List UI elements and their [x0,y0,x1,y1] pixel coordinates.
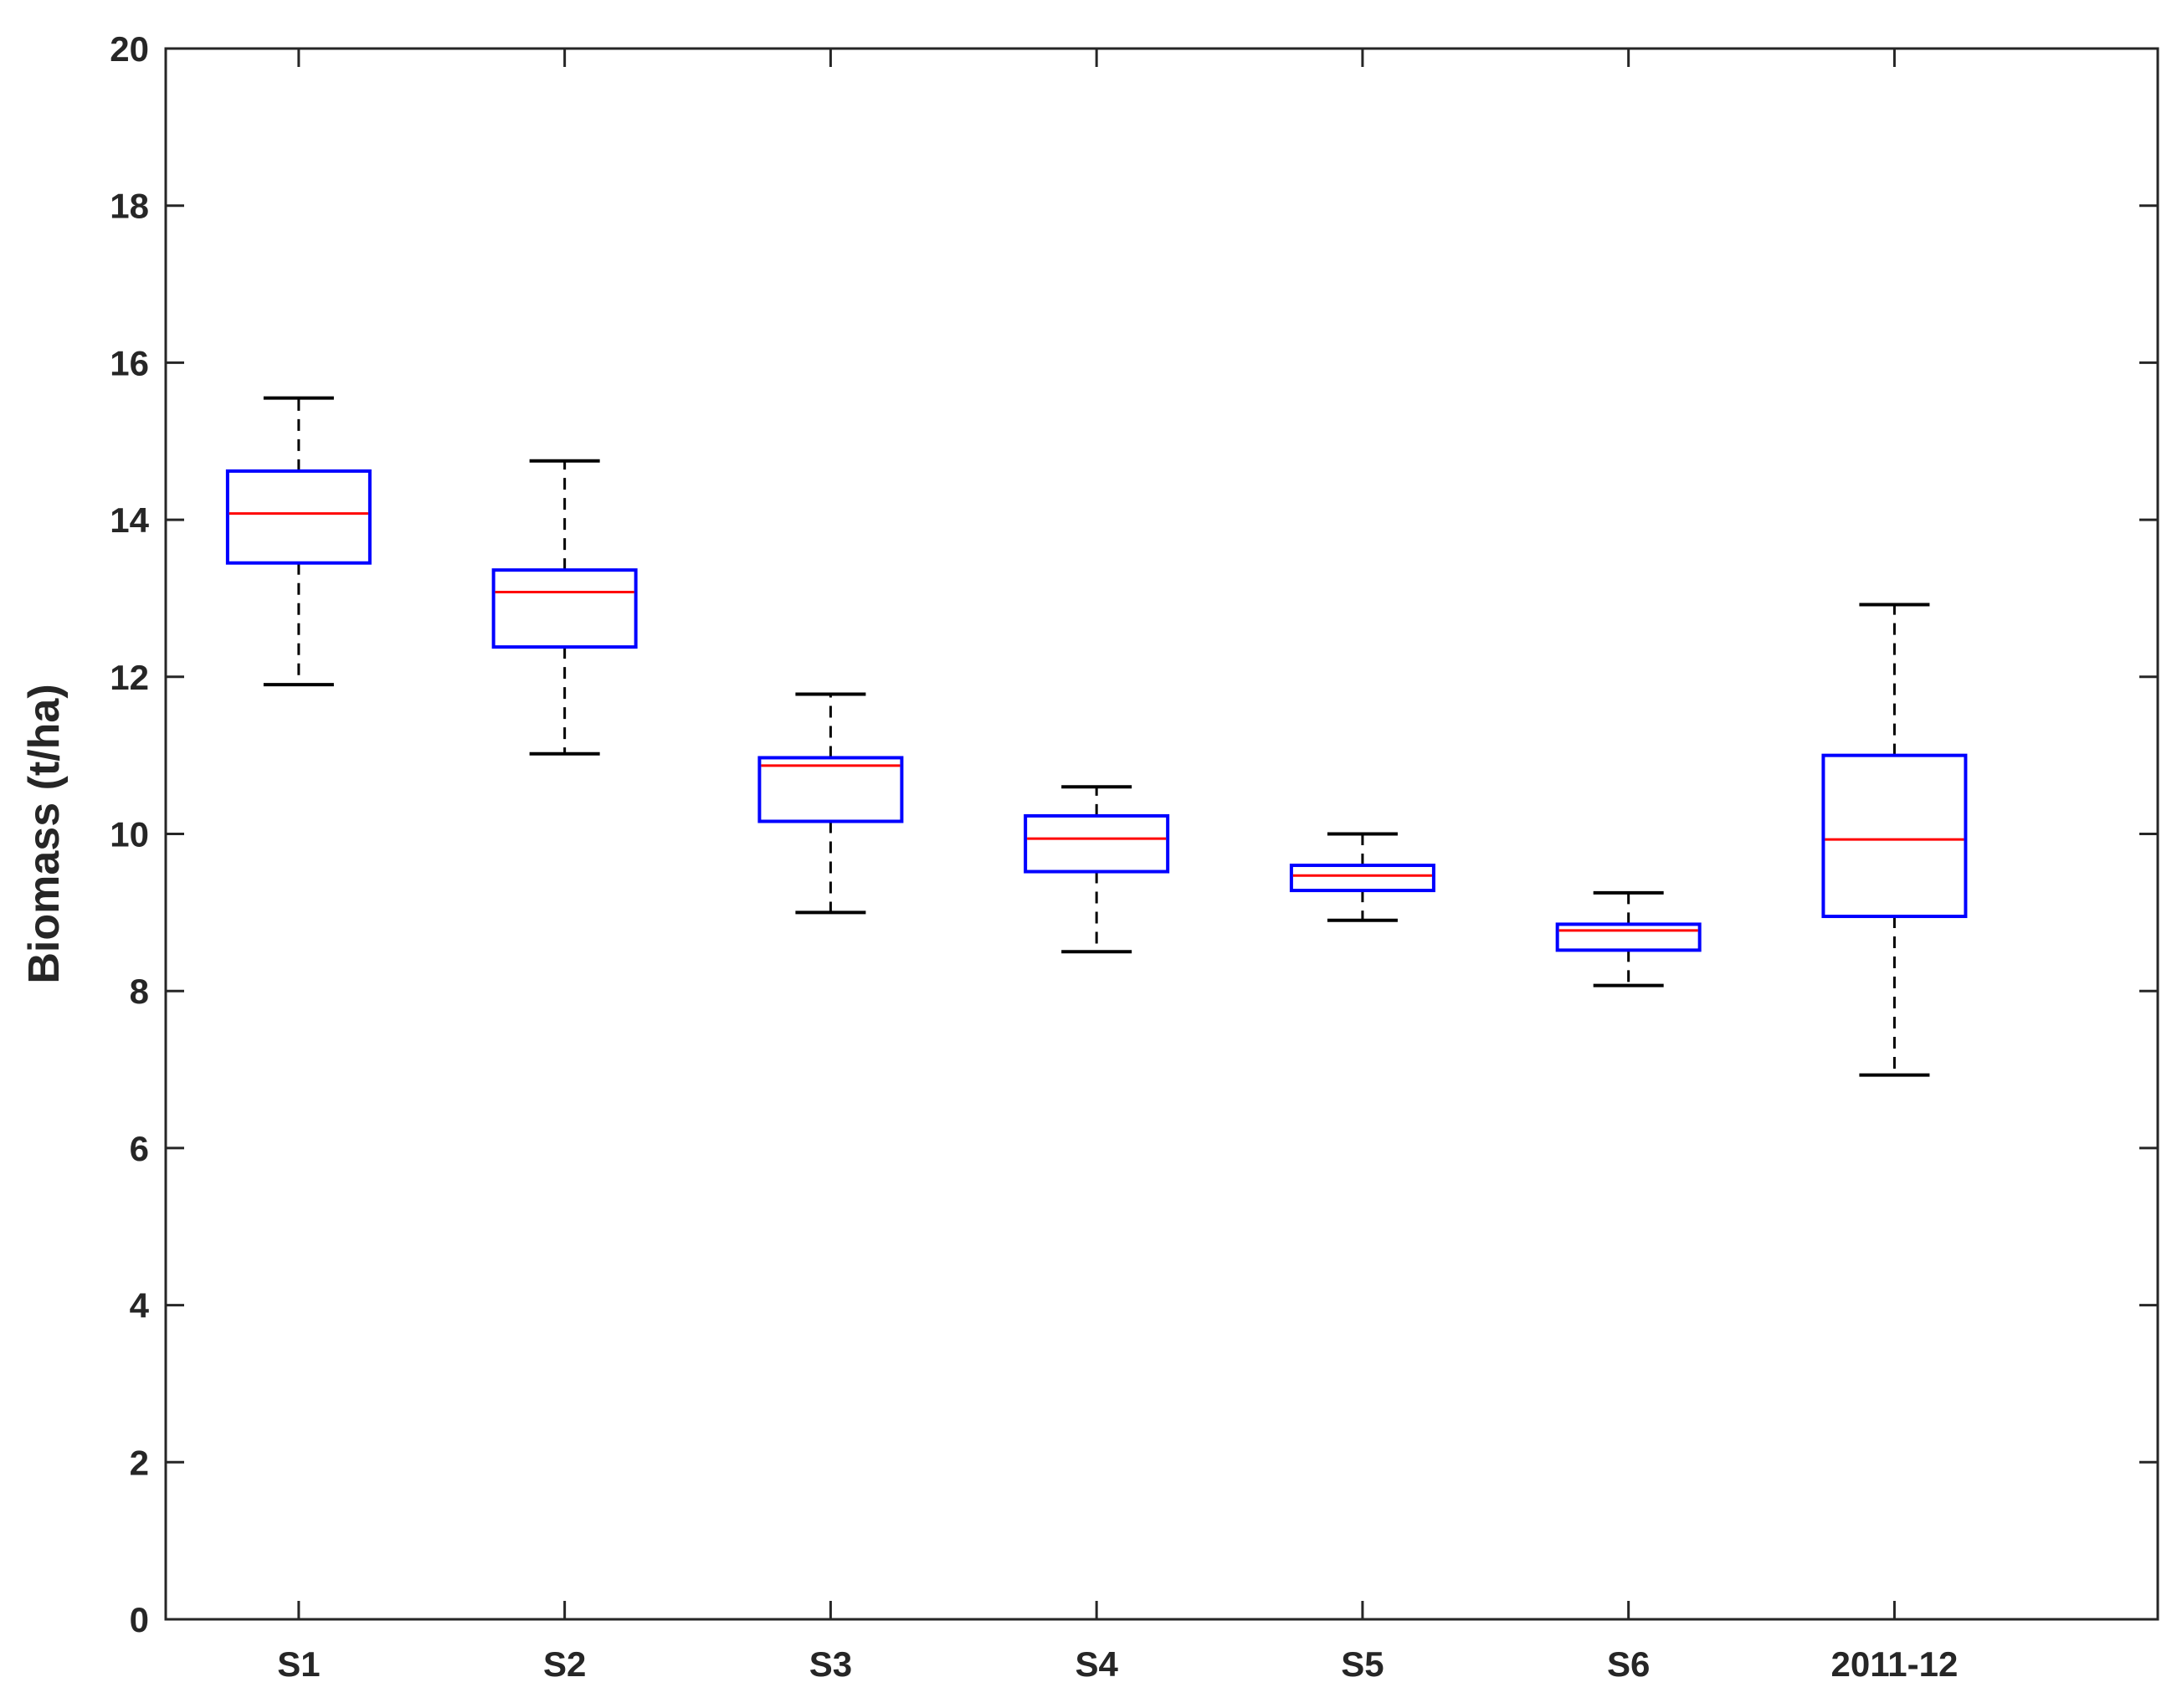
x-tick-label: S3 [809,1644,852,1684]
y-tick-label: 10 [110,815,149,854]
y-tick-label: 0 [130,1600,149,1639]
box-S4 [1024,785,1170,954]
y-axis-ticks: 0 2 4 6 8 10 12 14 16 18 20 [110,29,2158,1639]
x-tick-label: 2011-12 [1831,1644,1959,1684]
y-tick-label: 18 [110,187,149,226]
iqr-box [1555,922,1702,952]
iqr-box [1289,864,1435,893]
iqr-box [1821,753,1968,919]
box-2011-12 [1821,603,1968,1077]
y-tick-label: 6 [130,1129,149,1168]
y-tick-label: 16 [110,343,149,382]
y-tick-label: 2 [130,1443,149,1482]
box-S6 [1555,890,1702,987]
iqr-box [1024,813,1170,874]
y-axis-label: Biomass (t/ha) [20,684,69,983]
box-S1 [225,396,372,687]
iqr-box [757,756,904,823]
box-S3 [757,692,904,915]
box-S2 [491,459,638,756]
y-tick-label: 12 [110,658,149,697]
x-tick-label: S1 [277,1644,320,1684]
y-tick-label: 8 [130,972,149,1011]
x-tick-label: S2 [543,1644,586,1684]
x-tick-label: S5 [1341,1644,1384,1684]
iqr-box [491,568,638,649]
x-tick-label: S6 [1607,1644,1650,1684]
x-tick-label: S4 [1075,1644,1118,1684]
y-tick-label: 20 [110,29,149,69]
box-S5 [1289,832,1435,922]
x-axis-ticks: S1 S2 S3 S4 S5 S6 2011-12 [277,49,1958,1684]
boxes-group [225,396,1968,1077]
iqr-box [225,469,372,565]
y-tick-label: 4 [130,1286,150,1326]
y-tick-label: 14 [110,500,149,540]
